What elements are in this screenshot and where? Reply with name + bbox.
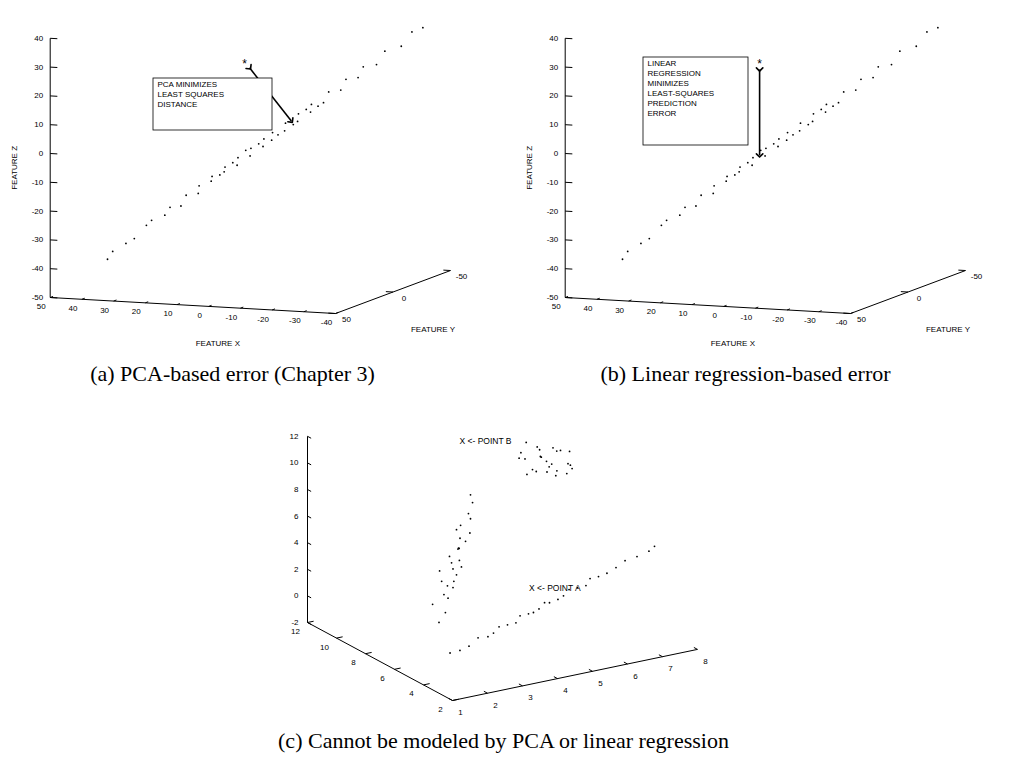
svg-text:0: 0 [294, 591, 299, 600]
svg-text:-30: -30 [804, 316, 816, 325]
svg-text:ERROR: ERROR [648, 109, 677, 118]
svg-text:*: * [242, 57, 247, 71]
svg-text:10: 10 [164, 309, 173, 318]
svg-text:FEATURE Z: FEATURE Z [10, 146, 19, 190]
svg-text:2: 2 [438, 705, 443, 714]
svg-text:0: 0 [554, 149, 559, 158]
svg-text:30: 30 [34, 63, 43, 72]
svg-text:50: 50 [857, 315, 866, 324]
svg-text:-10: -10 [741, 313, 753, 322]
svg-text:(b) Linear regression-based er: (b) Linear regression-based error [600, 361, 891, 386]
svg-text:4: 4 [294, 538, 299, 547]
svg-text:5: 5 [598, 679, 603, 688]
svg-text:FEATURE Y: FEATURE Y [411, 325, 456, 334]
svg-text:LEAST-SQUARES: LEAST-SQUARES [648, 89, 715, 98]
svg-text:6: 6 [294, 512, 299, 521]
svg-text:-20: -20 [772, 315, 784, 324]
svg-text:50: 50 [342, 315, 351, 324]
svg-text:-10: -10 [547, 178, 559, 187]
svg-text:-40: -40 [836, 318, 848, 327]
svg-text:-30: -30 [32, 235, 44, 244]
svg-text:X <- POINT B: X <- POINT B [460, 436, 512, 446]
svg-text:4: 4 [409, 689, 414, 698]
svg-text:-10: -10 [32, 178, 44, 187]
svg-text:50: 50 [552, 302, 561, 311]
svg-text:30: 30 [100, 306, 109, 315]
svg-text:20: 20 [34, 91, 43, 100]
svg-text:(a) PCA-based error (Chapter 3: (a) PCA-based error (Chapter 3) [90, 361, 375, 386]
svg-text:FEATURE Y: FEATURE Y [926, 325, 971, 334]
svg-text:10: 10 [34, 120, 43, 129]
svg-text:0: 0 [402, 294, 407, 303]
svg-text:-20: -20 [547, 207, 559, 216]
svg-text:10: 10 [290, 458, 299, 467]
svg-text:6: 6 [380, 674, 385, 683]
svg-text:0: 0 [39, 149, 44, 158]
svg-text:-40: -40 [547, 264, 559, 273]
svg-text:0: 0 [197, 311, 202, 320]
svg-text:40: 40 [549, 34, 558, 43]
svg-text:REGRESSION: REGRESSION [648, 69, 702, 78]
svg-text:-10: -10 [226, 313, 238, 322]
svg-text:FEATURE Z: FEATURE Z [525, 146, 534, 190]
svg-text:-50: -50 [32, 293, 44, 302]
svg-text:30: 30 [615, 306, 624, 315]
svg-text:*: * [757, 57, 762, 71]
svg-text:40: 40 [583, 304, 592, 313]
svg-text:3: 3 [528, 693, 533, 702]
svg-text:40: 40 [34, 34, 43, 43]
svg-text:-2: -2 [291, 618, 299, 627]
svg-text:-20: -20 [32, 207, 44, 216]
svg-text:FEATURE X: FEATURE X [196, 339, 241, 348]
svg-text:-30: -30 [547, 235, 559, 244]
svg-text:DISTANCE: DISTANCE [158, 100, 198, 109]
svg-text:-40: -40 [32, 264, 44, 273]
svg-text:8: 8 [294, 485, 299, 494]
svg-text:LINEAR: LINEAR [648, 59, 677, 68]
svg-text:MINIMIZES: MINIMIZES [648, 79, 689, 88]
svg-text:X <- POINT A: X <- POINT A [529, 583, 581, 593]
svg-text:1: 1 [458, 708, 463, 717]
svg-text:4: 4 [563, 686, 568, 695]
svg-text:FEATURE X: FEATURE X [711, 339, 756, 348]
svg-text:30: 30 [549, 63, 558, 72]
svg-text:-50: -50 [547, 293, 559, 302]
svg-text:7: 7 [668, 664, 673, 673]
svg-text:8: 8 [351, 658, 356, 667]
svg-text:40: 40 [68, 304, 77, 313]
svg-text:20: 20 [132, 307, 141, 316]
svg-text:-50: -50 [456, 272, 468, 281]
svg-text:(c) Cannot be modeled by PCA o: (c) Cannot be modeled by PCA or linear r… [278, 728, 729, 753]
svg-text:20: 20 [647, 307, 656, 316]
svg-text:-30: -30 [289, 316, 301, 325]
svg-text:20: 20 [549, 91, 558, 100]
svg-text:LEAST SQUARES: LEAST SQUARES [158, 90, 225, 99]
svg-text:0: 0 [712, 311, 717, 320]
svg-text:PREDICTION: PREDICTION [648, 99, 698, 108]
svg-text:-50: -50 [971, 272, 983, 281]
svg-text:2: 2 [493, 701, 498, 710]
svg-text:0: 0 [917, 294, 922, 303]
svg-text:-40: -40 [321, 318, 333, 327]
svg-text:10: 10 [679, 309, 688, 318]
svg-text:-20: -20 [257, 315, 269, 324]
svg-text:PCA MINIMIZES: PCA MINIMIZES [158, 80, 218, 89]
svg-text:12: 12 [291, 627, 300, 636]
svg-text:50: 50 [37, 302, 46, 311]
svg-text:2: 2 [294, 565, 299, 574]
svg-text:12: 12 [290, 432, 299, 441]
svg-text:10: 10 [320, 643, 329, 652]
svg-text:10: 10 [549, 120, 558, 129]
svg-text:8: 8 [703, 657, 708, 666]
svg-text:6: 6 [633, 672, 638, 681]
